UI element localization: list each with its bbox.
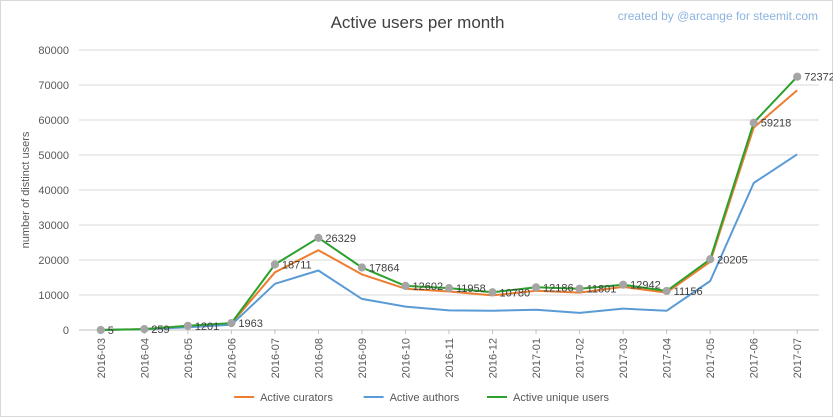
y-axis-label: number of distinct users: [20, 131, 32, 248]
data-point: [619, 280, 628, 289]
data-label: 12942: [630, 280, 661, 292]
data-label: 72372: [804, 72, 833, 84]
y-tick-label: 0: [63, 325, 69, 337]
data-label: 26329: [325, 233, 356, 245]
credit-text: created by @arcange for steemit.com: [617, 9, 818, 23]
data-point: [444, 284, 454, 293]
x-tick-label: 2016-09: [357, 338, 369, 378]
y-tick-label: 30000: [38, 220, 69, 232]
data-label: 5: [108, 325, 114, 337]
x-tick-label: 2016-05: [183, 338, 195, 378]
legend-item-active-authors: Active authors: [390, 392, 460, 404]
legend-item-active-unique-users: Active unique users: [513, 392, 609, 404]
x-tick-label: 2016-04: [139, 338, 151, 378]
data-label: 259: [151, 324, 169, 336]
x-tick-label: 2016-12: [488, 338, 500, 378]
data-label: 17864: [369, 262, 400, 274]
y-tick-label: 10000: [38, 290, 69, 302]
data-label: 1201: [195, 321, 219, 333]
x-tick-label: 2017-06: [749, 338, 761, 378]
x-tick-label: 2017-04: [662, 338, 674, 378]
data-label: 11801: [587, 284, 617, 296]
data-label: 1963: [238, 318, 262, 330]
x-tick-label: 2017-02: [575, 338, 587, 378]
data-point: [488, 288, 497, 297]
data-point: [749, 118, 758, 127]
x-tick-label: 2016-07: [270, 338, 282, 378]
x-tick-label: 2017-03: [618, 338, 630, 378]
data-label: 18711: [282, 260, 312, 272]
y-tick-label: 80000: [38, 45, 69, 57]
x-tick-label: 2016-08: [313, 338, 325, 378]
x-tick-label: 2016-10: [400, 338, 412, 378]
data-point: [357, 263, 367, 272]
y-tick-label: 70000: [38, 80, 69, 92]
data-point: [793, 72, 802, 81]
data-label: 12602: [412, 281, 443, 293]
x-tick-label: 2017-05: [705, 338, 717, 378]
data-label: 20205: [717, 254, 748, 266]
data-label: 12186: [543, 282, 574, 294]
data-point: [96, 325, 105, 335]
data-point: [575, 284, 584, 293]
data-point: [140, 324, 149, 334]
data-point: [183, 321, 192, 330]
x-tick-label: 2016-03: [96, 338, 108, 378]
x-tick-label: 2016-06: [226, 338, 238, 378]
y-tick-label: 50000: [38, 150, 69, 162]
data-label: 59218: [761, 118, 792, 130]
legend-item-active-curators: Active curators: [260, 392, 333, 404]
y-tick-label: 40000: [38, 185, 69, 197]
x-tick-label: 2016-11: [444, 338, 456, 378]
chart-title: Active users per month: [330, 13, 505, 32]
data-point: [531, 283, 541, 292]
data-point: [227, 319, 236, 328]
data-label: 11958: [456, 283, 486, 295]
x-tick-label: 2017-07: [792, 338, 804, 378]
data-label: 10780: [500, 287, 531, 299]
data-point: [314, 233, 323, 242]
data-point: [401, 281, 410, 290]
data-point: [270, 260, 279, 269]
x-tick-label: 2017-01: [531, 338, 543, 378]
data-point: [662, 286, 671, 296]
data-label: 11156: [674, 286, 703, 298]
data-point: [706, 255, 715, 264]
y-tick-label: 60000: [38, 115, 69, 127]
series-line-active-authors: [100, 153, 798, 331]
y-tick-label: 20000: [38, 255, 69, 267]
